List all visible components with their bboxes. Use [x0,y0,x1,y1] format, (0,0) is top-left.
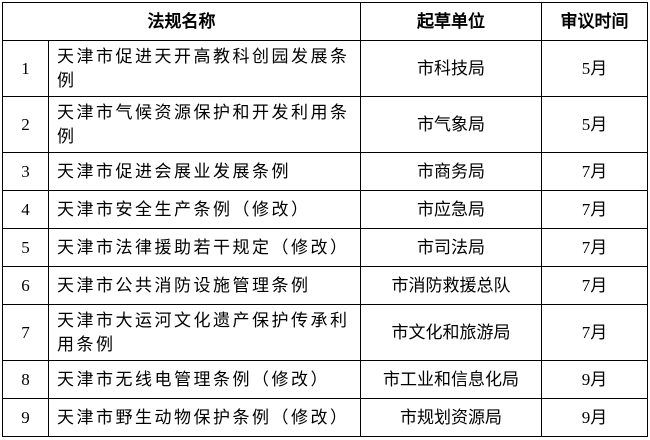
regulation-name: 天津市安全生产条例（修改） [48,190,361,229]
row-number: 9 [2,398,49,437]
regulation-name: 天津市促进会展业发展条例 [48,152,361,191]
review-time: 7月 [541,304,648,361]
regulation-name: 天津市公共消防设施管理条例 [48,266,361,305]
regulation-name: 天津市野生动物保护条例（修改） [48,398,361,437]
regulation-name: 天津市促进天开高教科创园发展条例 [48,40,361,97]
regulation-name: 天津市法律援助若干规定（修改） [48,228,361,267]
regulation-name: 天津市气候资源保护和开发利用条例 [48,96,361,153]
drafting-unit: 市科技局 [360,40,542,97]
row-number: 8 [2,360,49,399]
drafting-unit: 市工业和信息化局 [360,360,542,399]
table-row: 1 天津市促进天开高教科创园发展条例 市科技局 5月 [2,40,648,97]
row-number: 3 [2,152,49,191]
drafting-unit: 市规划资源局 [360,398,542,437]
regulation-name: 天津市大运河文化遗产保护传承利用条例 [48,304,361,361]
review-time: 7月 [541,152,648,191]
review-time: 9月 [541,398,648,437]
row-number: 5 [2,228,49,267]
header-time: 审议时间 [541,2,648,41]
review-time: 7月 [541,228,648,267]
drafting-unit: 市商务局 [360,152,542,191]
row-number: 1 [2,40,49,97]
table-row: 2 天津市气候资源保护和开发利用条例 市气象局 5月 [2,96,648,153]
row-number: 6 [2,266,49,305]
table-row: 3 天津市促进会展业发展条例 市商务局 7月 [2,152,648,191]
table-row: 6 天津市公共消防设施管理条例 市消防救援总队 7月 [2,266,648,305]
review-time: 7月 [541,266,648,305]
table-row: 8 天津市无线电管理条例（修改） 市工业和信息化局 9月 [2,360,648,399]
drafting-unit: 市文化和旅游局 [360,304,542,361]
review-time: 7月 [541,190,648,229]
header-row: 法规名称 起草单位 审议时间 [2,2,648,41]
drafting-unit: 市气象局 [360,96,542,153]
table-row: 9 天津市野生动物保护条例（修改） 市规划资源局 9月 [2,398,648,437]
review-time: 9月 [541,360,648,399]
review-time: 5月 [541,96,648,153]
review-time: 5月 [541,40,648,97]
table-row: 4 天津市安全生产条例（修改） 市应急局 7月 [2,190,648,229]
row-number: 4 [2,190,49,229]
header-unit: 起草单位 [360,2,542,41]
drafting-unit: 市司法局 [360,228,542,267]
row-number: 2 [2,96,49,153]
row-number: 7 [2,304,49,361]
drafting-unit: 市应急局 [360,190,542,229]
table-row: 7 天津市大运河文化遗产保护传承利用条例 市文化和旅游局 7月 [2,304,648,361]
drafting-unit: 市消防救援总队 [360,266,542,305]
header-name: 法规名称 [2,2,361,41]
table-row: 5 天津市法律援助若干规定（修改） 市司法局 7月 [2,228,648,267]
regulation-name: 天津市无线电管理条例（修改） [48,360,361,399]
